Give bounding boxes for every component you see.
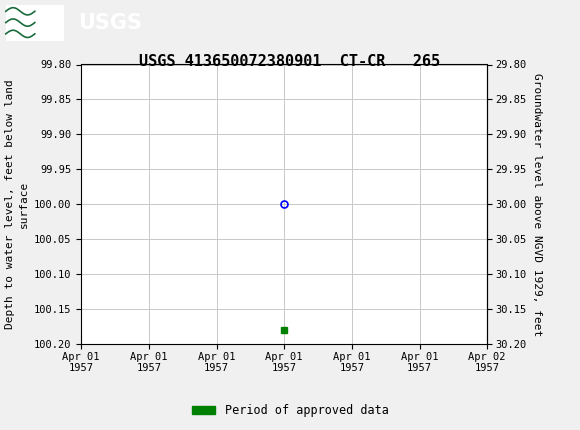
FancyBboxPatch shape [6, 4, 64, 41]
Text: USGS 413650072380901  CT-CR   265: USGS 413650072380901 CT-CR 265 [139, 54, 441, 69]
Y-axis label: Depth to water level, feet below land
surface: Depth to water level, feet below land su… [5, 80, 28, 329]
Legend: Period of approved data: Period of approved data [187, 399, 393, 422]
Text: USGS: USGS [78, 12, 142, 33]
Y-axis label: Groundwater level above NGVD 1929, feet: Groundwater level above NGVD 1929, feet [532, 73, 542, 336]
